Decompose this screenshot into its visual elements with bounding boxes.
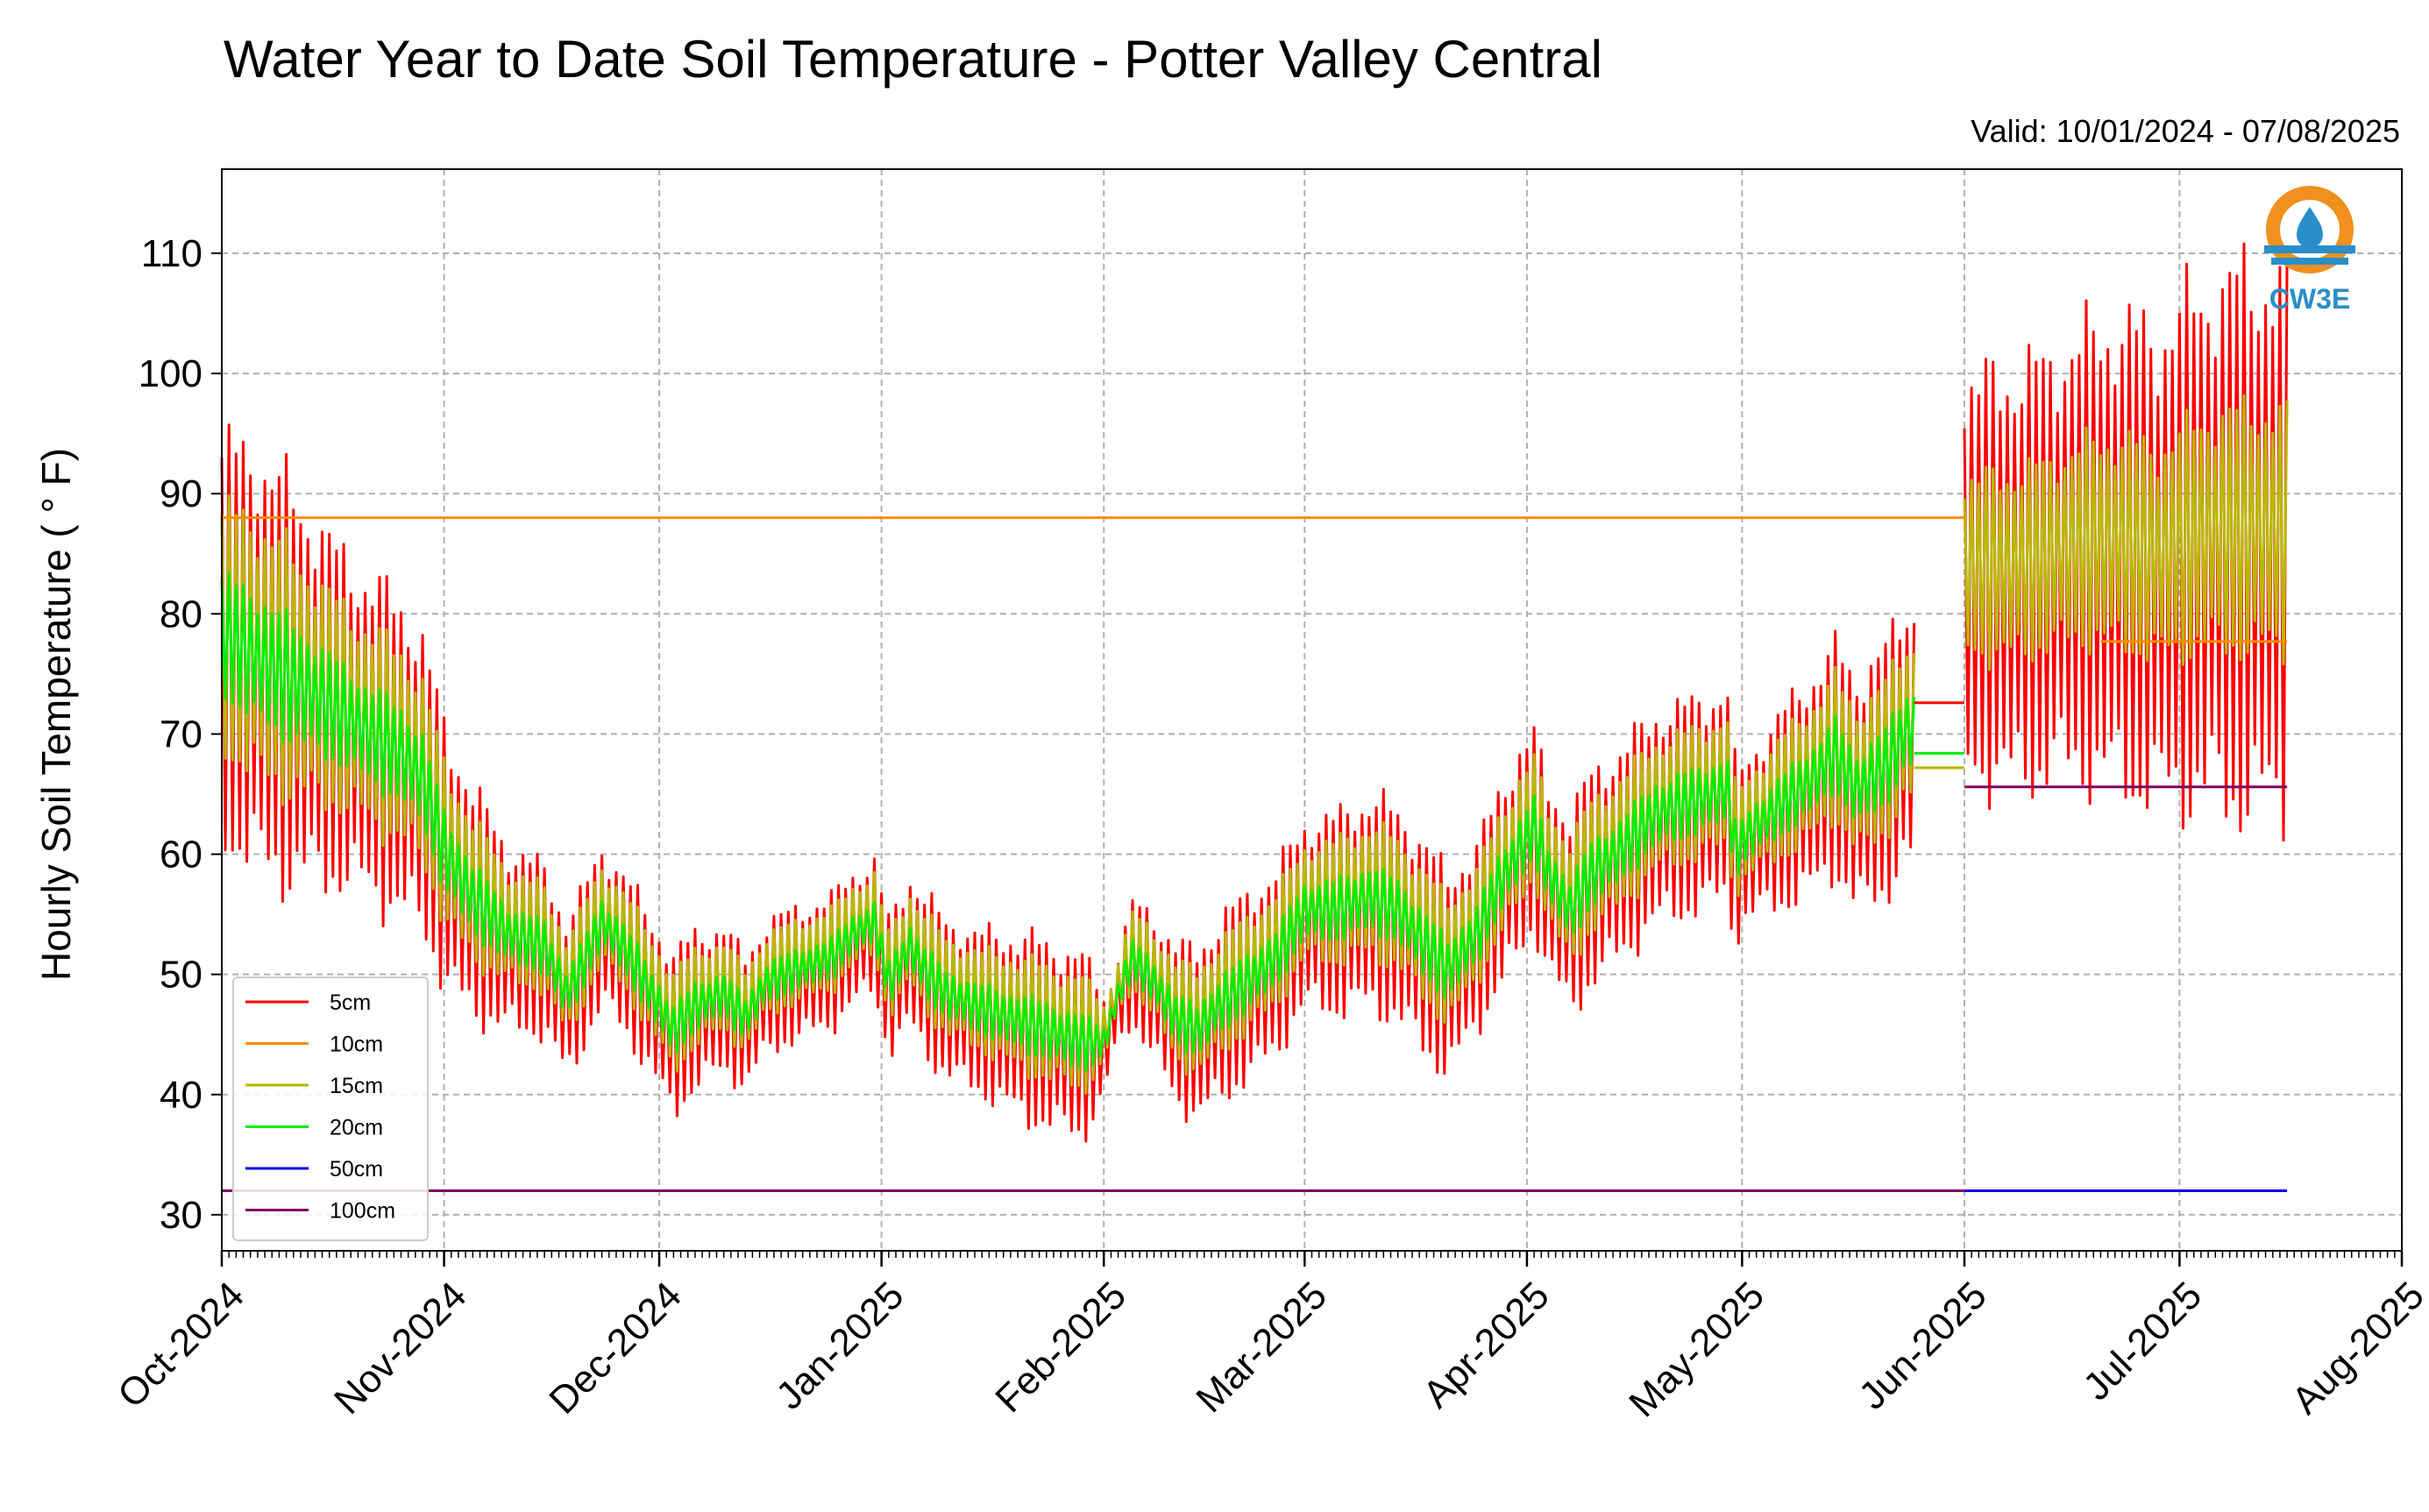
- y-tick-label: 110: [141, 232, 202, 275]
- chart-subtitle: Valid: 10/01/2024 - 07/08/2025: [1971, 113, 2400, 149]
- logo-water-drop-icon: [2297, 207, 2323, 248]
- cw3e-logo: CW3E: [2264, 186, 2355, 315]
- y-tick-label: 40: [160, 1074, 202, 1117]
- legend-label-15cm: 15cm: [330, 1074, 383, 1098]
- legend-label-20cm: 20cm: [330, 1116, 383, 1140]
- series-lines: [220, 242, 2289, 1192]
- legend-label-10cm: 10cm: [330, 1033, 383, 1057]
- legend-label-5cm: 5cm: [330, 990, 371, 1015]
- y-tick-label: 80: [160, 593, 202, 635]
- y-tick-label: 60: [160, 834, 202, 877]
- y-tick-label: 50: [160, 954, 202, 997]
- y-tick-label: 100: [138, 352, 202, 395]
- logo-wave-icon: [2271, 258, 2348, 265]
- legend-label-100cm: 100cm: [330, 1199, 395, 1224]
- y-tick-label: 90: [160, 472, 202, 515]
- y-axis-label: Hourly Soil Temperature ( ° F): [33, 448, 79, 981]
- legend: 5cm 10cm 15cm 20cm 50cm 100cm: [232, 976, 429, 1241]
- legend-label-50cm: 50cm: [330, 1157, 383, 1182]
- series-line-20cm: [220, 572, 1916, 1073]
- series-line-15cm-summer: [1963, 394, 2289, 671]
- chart-title: Water Year to Date Soil Temperature - Po…: [224, 30, 1602, 89]
- y-tick-label: 30: [160, 1194, 202, 1237]
- y-tick-label: 70: [160, 713, 202, 756]
- series-line-5cm-summer: [1963, 242, 2289, 842]
- logo-wave-icon: [2264, 245, 2355, 253]
- logo-text: CW3E: [2269, 283, 2350, 315]
